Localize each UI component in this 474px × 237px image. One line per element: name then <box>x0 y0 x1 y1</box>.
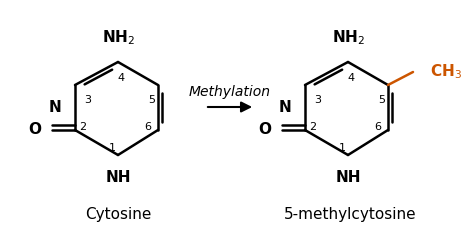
Text: Methylation: Methylation <box>189 85 271 99</box>
Text: O: O <box>258 123 272 137</box>
Text: NH: NH <box>105 170 131 186</box>
Text: N: N <box>279 100 292 114</box>
Text: 6: 6 <box>374 122 382 132</box>
Text: N: N <box>49 100 61 114</box>
Text: 4: 4 <box>118 73 125 83</box>
Text: 1: 1 <box>338 143 346 153</box>
Text: O: O <box>28 123 42 137</box>
Text: NH$_2$: NH$_2$ <box>101 29 135 47</box>
Text: 2: 2 <box>80 122 87 132</box>
Text: NH: NH <box>335 170 361 186</box>
Text: 5: 5 <box>148 95 155 105</box>
Text: Cytosine: Cytosine <box>85 208 151 223</box>
Text: 3: 3 <box>315 95 321 105</box>
Text: CH$_3$: CH$_3$ <box>430 63 462 81</box>
Text: 5: 5 <box>379 95 385 105</box>
Text: 6: 6 <box>145 122 152 132</box>
Text: 2: 2 <box>310 122 317 132</box>
Text: NH$_2$: NH$_2$ <box>331 29 365 47</box>
Text: 3: 3 <box>84 95 91 105</box>
Text: 1: 1 <box>109 143 116 153</box>
Text: 4: 4 <box>347 73 355 83</box>
Text: 5-methylcytosine: 5-methylcytosine <box>283 208 416 223</box>
